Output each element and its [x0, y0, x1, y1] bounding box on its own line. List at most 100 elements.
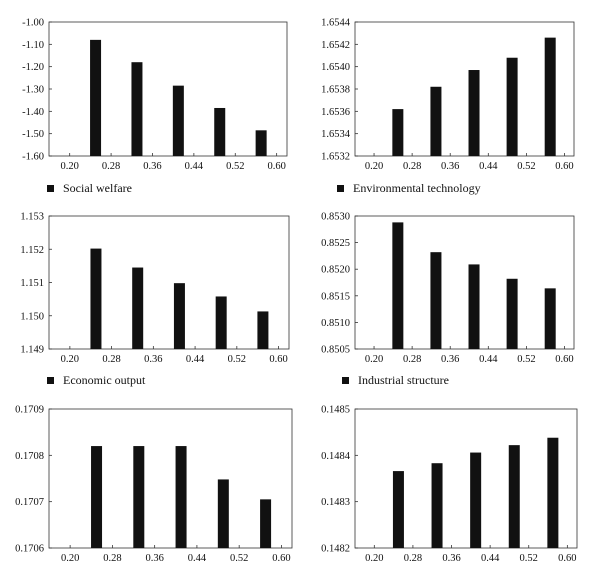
x-tick-label: 0.44 — [479, 354, 498, 365]
legend-2: Environmental technology — [337, 181, 481, 196]
x-tick-label: 0.44 — [186, 354, 205, 365]
chart-panel-4: 0.8530 0.8525 0.8520 0.8515 0.8510 0.8505 0.20… — [321, 212, 575, 365]
x-tick-label: 0.52 — [226, 161, 244, 172]
x-tick-label: 0.52 — [517, 161, 535, 172]
bar — [544, 288, 556, 349]
bar — [260, 499, 272, 548]
bar — [392, 109, 404, 156]
bar — [392, 471, 404, 548]
legend-label: Industrial structure — [358, 373, 449, 387]
legend-label: Environmental technology — [353, 181, 481, 195]
x-tick-label: 0.44 — [481, 553, 500, 564]
x-tick-label: 0.60 — [555, 354, 573, 365]
chart-panel-1: -1.00 -1.10 -1.20 -1.30 -1.40 -1.50 -1.60 0.20 0… — [22, 18, 288, 172]
bar — [506, 278, 518, 349]
x-tick-label: 0.36 — [441, 161, 459, 172]
bar — [508, 445, 520, 548]
y-tick-label: 1.6534 — [321, 129, 351, 140]
bar — [547, 437, 559, 548]
y-tick-label: 0.8530 — [321, 212, 350, 223]
y-tick-label: -1.60 — [22, 152, 44, 163]
y-tick-label: 1.152 — [20, 245, 44, 256]
x-tick-label: 0.60 — [555, 161, 573, 172]
legend-swatch — [337, 185, 344, 192]
bar — [217, 479, 229, 548]
y-tick-label: -1.10 — [22, 40, 44, 51]
y-tick-label: 1.6542 — [321, 40, 350, 51]
chart-panel-6: 0.1485 0.1484 0.1483 0.1482 0.20 0.28 0.36 0.44… — [321, 405, 578, 564]
y-tick-label: 0.8520 — [321, 265, 350, 276]
x-tick-label: 0.60 — [558, 553, 576, 564]
y-tick-label: 1.153 — [20, 212, 44, 223]
y-tick-label: 1.6544 — [321, 18, 351, 29]
legend-swatch — [47, 185, 54, 192]
bar — [257, 311, 269, 349]
x-tick-label: 0.52 — [228, 354, 246, 365]
plot-frame — [354, 408, 578, 549]
chart-panel-5: 0.1709 0.1708 0.1707 0.1706 0.20 0.28 0.36 0.44… — [15, 405, 293, 564]
chart-panel-3: 1.153 1.152 1.151 1.150 1.149 0.20 0.28 0.36 0.4… — [20, 212, 290, 365]
bar — [172, 85, 184, 156]
chart-panel-2: 1.6544 1.6542 1.6540 1.6538 1.6536 1.6534 1.65… — [321, 18, 575, 172]
x-tick-label: 0.20 — [365, 354, 383, 365]
y-tick-label: 0.1706 — [15, 544, 44, 555]
x-tick-label: 0.28 — [102, 354, 120, 365]
x-tick-label: 0.28 — [103, 553, 121, 564]
legend-3: Economic output — [47, 373, 145, 388]
x-tick-label: 0.44 — [479, 161, 498, 172]
y-tick-label: -1.30 — [22, 85, 44, 96]
bar — [214, 107, 226, 156]
x-tick-label: 0.36 — [442, 553, 460, 564]
bar — [90, 39, 102, 156]
bar — [468, 264, 480, 349]
x-tick-label: 0.20 — [365, 553, 383, 564]
y-tick-label: 0.1484 — [321, 451, 351, 462]
plot-frame — [48, 21, 288, 157]
x-tick-label: 0.52 — [517, 354, 535, 365]
bar — [132, 267, 144, 349]
y-tick-label: 1.150 — [20, 311, 44, 322]
bar — [91, 446, 103, 548]
x-tick-label: 0.20 — [365, 161, 383, 172]
x-tick-label: 0.28 — [403, 161, 421, 172]
x-tick-label: 0.52 — [230, 553, 248, 564]
x-tick-label: 0.20 — [61, 553, 79, 564]
y-tick-label: -1.50 — [22, 129, 44, 140]
plot-frame — [354, 215, 575, 350]
y-tick-label: 1.6538 — [321, 85, 350, 96]
y-tick-label: -1.00 — [22, 18, 44, 29]
plot-frame — [48, 408, 293, 549]
x-tick-label: 0.20 — [61, 161, 79, 172]
y-tick-label: 0.1483 — [321, 497, 350, 508]
y-tick-label: 0.1709 — [15, 405, 44, 416]
legend-swatch — [47, 377, 54, 384]
y-tick-label: 0.8515 — [321, 291, 350, 302]
bar — [431, 463, 443, 548]
y-tick-label: 1.151 — [20, 278, 44, 289]
legend-4: Industrial structure — [342, 373, 449, 388]
y-tick-label: -1.40 — [22, 107, 44, 118]
legend-label: Economic output — [63, 373, 146, 387]
y-tick-label: -1.20 — [22, 62, 44, 73]
y-tick-label: 0.8510 — [321, 318, 350, 329]
x-tick-label: 0.20 — [61, 354, 79, 365]
x-tick-label: 0.60 — [269, 354, 287, 365]
legend-label: Social welfare — [63, 181, 132, 195]
x-tick-label: 0.44 — [185, 161, 204, 172]
bar — [470, 452, 482, 548]
x-tick-label: 0.36 — [145, 553, 163, 564]
bar — [430, 252, 442, 349]
y-tick-label: 0.1485 — [321, 405, 350, 416]
x-tick-label: 0.60 — [272, 553, 290, 564]
bar — [173, 283, 185, 349]
x-tick-label: 0.60 — [267, 161, 285, 172]
bar — [90, 248, 102, 349]
bar — [133, 446, 145, 548]
x-tick-label: 0.36 — [441, 354, 459, 365]
y-tick-label: 1.6540 — [321, 62, 350, 73]
x-tick-label: 0.36 — [143, 161, 161, 172]
y-tick-label: 1.149 — [20, 345, 44, 356]
x-tick-label: 0.36 — [144, 354, 162, 365]
bar — [215, 296, 227, 349]
